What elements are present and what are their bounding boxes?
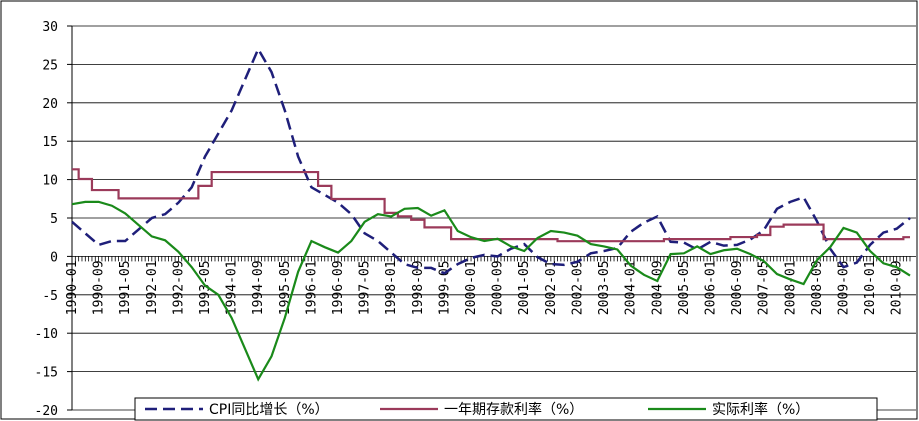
x-tick-label: 1998-01 [384, 260, 399, 315]
y-tick-label: -15 [35, 366, 58, 381]
y-tick-label: 5 [50, 212, 58, 227]
y-tick-label: -5 [42, 289, 58, 304]
y-tick-label: 20 [42, 97, 58, 112]
x-tick-label: 2002-01 [544, 260, 559, 315]
y-tick-label: -20 [35, 404, 58, 419]
x-tick-label: 1990-09 [92, 260, 107, 315]
legend-box [134, 397, 878, 421]
x-tick-label: 2006-01 [703, 260, 718, 315]
x-tick-label: 2003-05 [597, 260, 612, 315]
x-tick-label: 2004-01 [624, 260, 639, 315]
y-tick-label: 10 [42, 174, 58, 189]
x-tick-label: 1994-01 [225, 260, 240, 315]
x-tick-label: 1995-05 [278, 260, 293, 315]
x-tick-label: 1992-09 [171, 260, 186, 315]
series-line [71, 200, 911, 382]
legend: CPI同比增长（%） 一年期存款利率（%） 实际利率（%） [134, 397, 878, 421]
x-tick-label: 2006-09 [730, 260, 745, 315]
x-tick-label: 2000-09 [491, 260, 506, 315]
x-tick-label: 1994-09 [251, 260, 266, 315]
x-tick-label: 2008-09 [810, 260, 825, 315]
x-tick-label: 1993-05 [198, 260, 213, 315]
y-tick-label: 25 [42, 58, 58, 73]
x-tick-label: 2010-09 [890, 260, 905, 315]
x-tick-label: 1997-05 [358, 260, 373, 315]
x-tick-label: 2009-05 [836, 260, 851, 315]
y-tick-label: 30 [42, 20, 58, 35]
x-tick-label: 2002-09 [570, 260, 585, 315]
x-tick-label: 2005-05 [677, 260, 692, 315]
x-tick-label: 1991-05 [118, 260, 133, 315]
x-tick-label: 2008-01 [783, 260, 798, 315]
y-tick-label: 0 [50, 250, 58, 265]
x-tick-label: 1999-05 [437, 260, 452, 315]
x-tick-label: 1998-09 [411, 260, 426, 315]
x-tick-label: 2010-01 [863, 260, 878, 315]
legend-label: CPI同比增长（%） [209, 402, 329, 418]
x-tick-label: 2007-05 [757, 260, 772, 315]
y-tick-label: -10 [35, 327, 58, 342]
series-line [71, 46, 911, 275]
x-tick-label: 2001-05 [517, 260, 532, 315]
x-tick-label: 1992-01 [145, 260, 160, 315]
y-tick-label: 15 [42, 135, 58, 150]
legend-label: 一年期存款利率（%） [444, 401, 583, 418]
x-tick-label: 1990-01 [65, 260, 80, 315]
x-tick-label: 2000-01 [464, 260, 479, 315]
x-tick-label: 1996-09 [331, 260, 346, 315]
x-tick-label: 1996-01 [304, 260, 319, 315]
legend-label: 实际利率（%） [712, 401, 809, 418]
